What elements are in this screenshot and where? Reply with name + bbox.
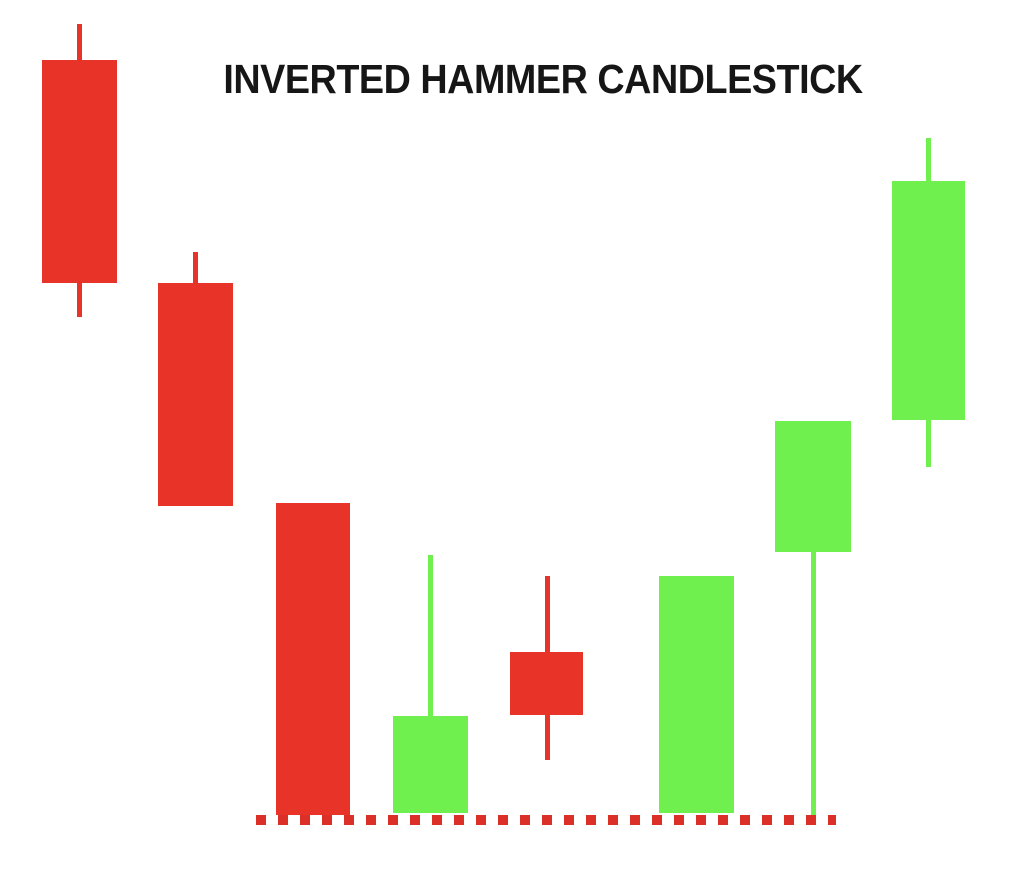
candle-lower-wick [925,420,931,467]
candle-lower-wick [76,283,82,317]
candle-body [393,716,468,813]
candle-lower-wick [810,552,816,816]
candle-upper-wick [192,252,198,283]
support-line-dotted [256,815,836,825]
candle-upper-wick [925,138,931,181]
candle-upper-wick [427,555,433,716]
candle-body [659,576,734,813]
candle-lower-wick [544,715,550,760]
candle-body [276,503,350,825]
candle-body [775,421,851,552]
candle-body [158,283,233,506]
candle-body [42,60,117,283]
candle-body [892,181,965,420]
candle-upper-wick [76,24,82,60]
candle-body [510,652,583,715]
candle-upper-wick [544,576,550,652]
chart-title: INVERTED HAMMER CANDLESTICK [223,56,863,102]
